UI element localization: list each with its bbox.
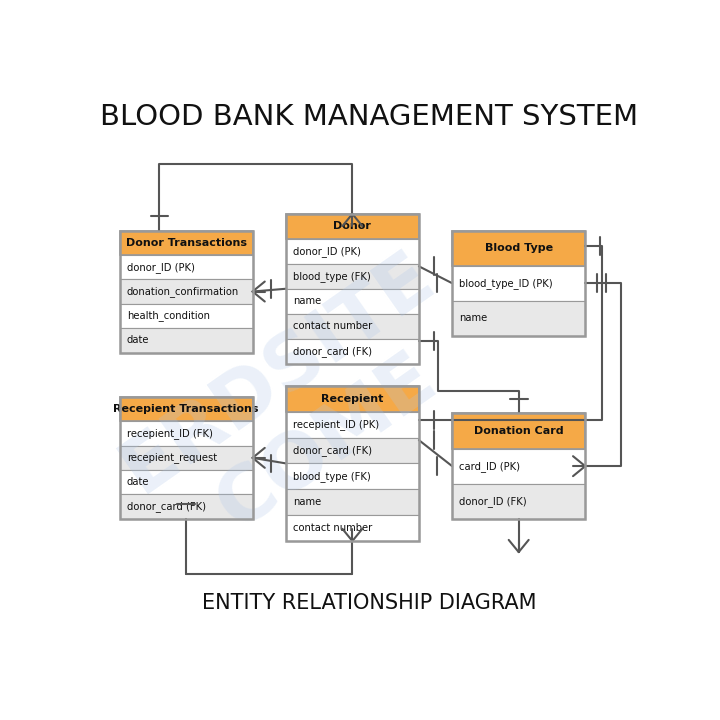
- Bar: [286, 239, 419, 264]
- Bar: [120, 279, 253, 304]
- Bar: [286, 214, 419, 364]
- Text: Donation Card: Donation Card: [474, 426, 564, 436]
- Text: donor_ID (PK): donor_ID (PK): [293, 246, 361, 257]
- Bar: [120, 255, 253, 279]
- Bar: [120, 397, 253, 519]
- Bar: [120, 304, 253, 328]
- Text: card_ID (PK): card_ID (PK): [459, 461, 521, 472]
- Text: Donor: Donor: [333, 221, 372, 231]
- Text: recepient_request: recepient_request: [127, 452, 217, 463]
- Text: recepient_ID (PK): recepient_ID (PK): [293, 419, 379, 430]
- Bar: [452, 230, 585, 336]
- Bar: [120, 421, 253, 446]
- Bar: [286, 386, 419, 412]
- Bar: [286, 490, 419, 515]
- Bar: [286, 214, 419, 239]
- Text: blood_type (FK): blood_type (FK): [293, 271, 371, 282]
- Text: Recepient Transactions: Recepient Transactions: [113, 404, 258, 414]
- Text: contact number: contact number: [293, 523, 372, 533]
- Bar: [452, 484, 585, 519]
- Bar: [286, 289, 419, 314]
- Bar: [286, 338, 419, 364]
- Bar: [286, 264, 419, 289]
- Bar: [120, 230, 253, 255]
- Text: blood_type_ID (PK): blood_type_ID (PK): [459, 278, 553, 289]
- Text: date: date: [127, 477, 149, 487]
- Text: name: name: [459, 313, 487, 323]
- Text: recepient_ID (FK): recepient_ID (FK): [127, 428, 212, 439]
- Bar: [120, 470, 253, 495]
- Text: donor_card (FK): donor_card (FK): [293, 346, 372, 356]
- Bar: [452, 266, 585, 301]
- Bar: [452, 413, 585, 519]
- Text: donor_card (FK): donor_card (FK): [293, 445, 372, 456]
- Bar: [120, 230, 253, 353]
- Bar: [452, 230, 585, 266]
- Text: ENTITY RELATIONSHIP DIAGRAM: ENTITY RELATIONSHIP DIAGRAM: [202, 593, 536, 613]
- Bar: [120, 397, 253, 421]
- Bar: [286, 438, 419, 464]
- Text: contact number: contact number: [293, 321, 372, 331]
- Bar: [120, 495, 253, 519]
- Bar: [286, 386, 419, 541]
- Text: donor_ID (FK): donor_ID (FK): [459, 496, 527, 507]
- Text: blood_type (FK): blood_type (FK): [293, 471, 371, 482]
- Text: donor_ID (PK): donor_ID (PK): [127, 261, 194, 273]
- Bar: [452, 449, 585, 484]
- Text: name: name: [293, 296, 321, 306]
- Bar: [452, 413, 585, 449]
- Text: name: name: [293, 498, 321, 507]
- Text: BLOOD BANK MANAGEMENT SYSTEM: BLOOD BANK MANAGEMENT SYSTEM: [100, 103, 638, 131]
- Text: donor_card (FK): donor_card (FK): [127, 501, 206, 512]
- Text: date: date: [127, 336, 149, 346]
- Bar: [120, 446, 253, 470]
- Text: Blood Type: Blood Type: [485, 243, 553, 253]
- Bar: [120, 328, 253, 353]
- Text: health_condition: health_condition: [127, 310, 210, 321]
- Bar: [286, 412, 419, 438]
- Text: Donor Transactions: Donor Transactions: [125, 238, 246, 248]
- Text: donation_confirmation: donation_confirmation: [127, 286, 239, 297]
- Text: ERDSITE
COME: ERDSITE COME: [109, 239, 497, 577]
- Bar: [286, 515, 419, 541]
- Bar: [286, 314, 419, 338]
- Bar: [286, 464, 419, 490]
- Text: Recepient: Recepient: [321, 394, 384, 404]
- Bar: [452, 301, 585, 336]
